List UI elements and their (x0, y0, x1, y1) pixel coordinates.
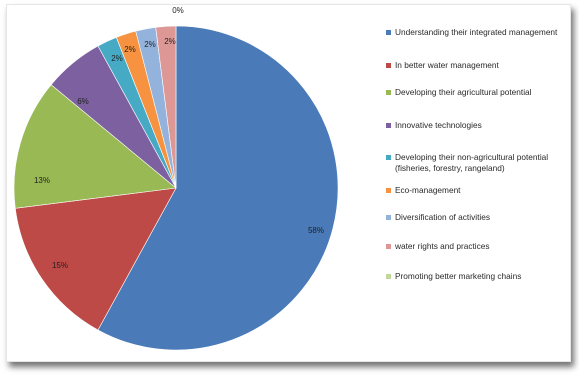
legend-label: Eco-management (395, 185, 461, 195)
slice-label: 58% (308, 226, 324, 235)
legend-item: Promoting better marketing chains (386, 271, 565, 282)
legend-swatch (386, 123, 391, 128)
legend-swatch (386, 188, 391, 193)
legend-item: In better water management (386, 60, 565, 71)
legend-item: Understanding their integrated managemen… (386, 27, 565, 38)
legend-swatch (386, 63, 391, 68)
pie-slice (97, 25, 339, 351)
legend-item: Diversification of activities (386, 212, 565, 223)
slice-label: 6% (77, 97, 89, 106)
legend-item: water rights and practices (386, 241, 565, 252)
slice-label: 2% (124, 45, 136, 54)
legend-label: Promoting better marketing chains (395, 271, 522, 281)
legend-item: Eco-management (386, 185, 565, 196)
slice-label: 13% (34, 176, 50, 185)
legend-swatch (386, 155, 391, 160)
slice-label: 15% (52, 261, 68, 270)
legend-label: water rights and practices (395, 241, 490, 251)
slice-label: 2% (144, 40, 156, 49)
legend-label: Innovative technologies (395, 120, 482, 130)
slice-label: 2% (111, 54, 123, 63)
legend-label: Understanding their integrated managemen… (395, 27, 558, 37)
pie-slice (13, 84, 177, 209)
legend-item: Developing their non-agricultural potent… (386, 152, 565, 174)
legend-item: Innovative technologies (386, 120, 565, 131)
legend-swatch (386, 90, 391, 95)
legend-label: Developing their non-agricultural potent… (395, 152, 549, 173)
pie-slice (155, 25, 177, 189)
legend-label: Diversification of activities (395, 212, 490, 222)
legend-swatch (386, 274, 391, 279)
pie-slice (14, 187, 177, 331)
legend-item: Developing their agricultural potential (386, 87, 565, 98)
slice-label: 2% (164, 37, 176, 46)
legend-swatch (386, 244, 391, 249)
legend-swatch (386, 30, 391, 35)
legend-label: In better water management (395, 60, 499, 70)
legend-label: Developing their agricultural potential (395, 87, 532, 97)
legend-swatch (386, 215, 391, 220)
slice-label: 0% (172, 6, 184, 15)
